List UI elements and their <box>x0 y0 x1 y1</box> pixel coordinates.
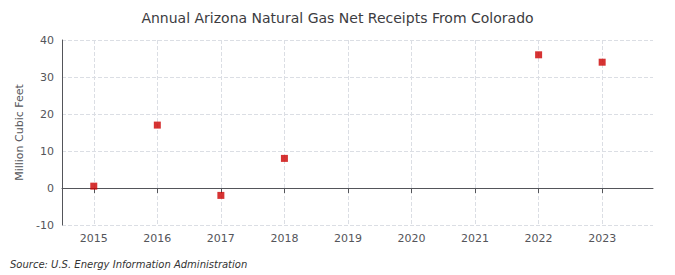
svg-text:10: 10 <box>40 145 54 158</box>
svg-text:2019: 2019 <box>334 232 362 245</box>
svg-text:2023: 2023 <box>588 232 616 245</box>
svg-text:2016: 2016 <box>143 232 171 245</box>
svg-text:20: 20 <box>40 108 54 121</box>
svg-text:2022: 2022 <box>525 232 553 245</box>
svg-text:30: 30 <box>40 71 54 84</box>
svg-text:2018: 2018 <box>270 232 298 245</box>
svg-text:2021: 2021 <box>461 232 489 245</box>
svg-text:2017: 2017 <box>207 232 235 245</box>
svg-text:2015: 2015 <box>80 232 108 245</box>
svg-text:2020: 2020 <box>398 232 426 245</box>
svg-text:0: 0 <box>47 182 54 195</box>
svg-text:40: 40 <box>40 34 54 47</box>
svg-text:Annual Arizona Natural Gas Net: Annual Arizona Natural Gas Net Receipts … <box>141 10 533 26</box>
svg-text:Source: U.S. Energy Informatio: Source: U.S. Energy Information Administ… <box>10 259 247 270</box>
svg-text:-10: -10 <box>36 219 54 232</box>
svg-text:Million Cubic Feet: Million Cubic Feet <box>13 83 26 180</box>
